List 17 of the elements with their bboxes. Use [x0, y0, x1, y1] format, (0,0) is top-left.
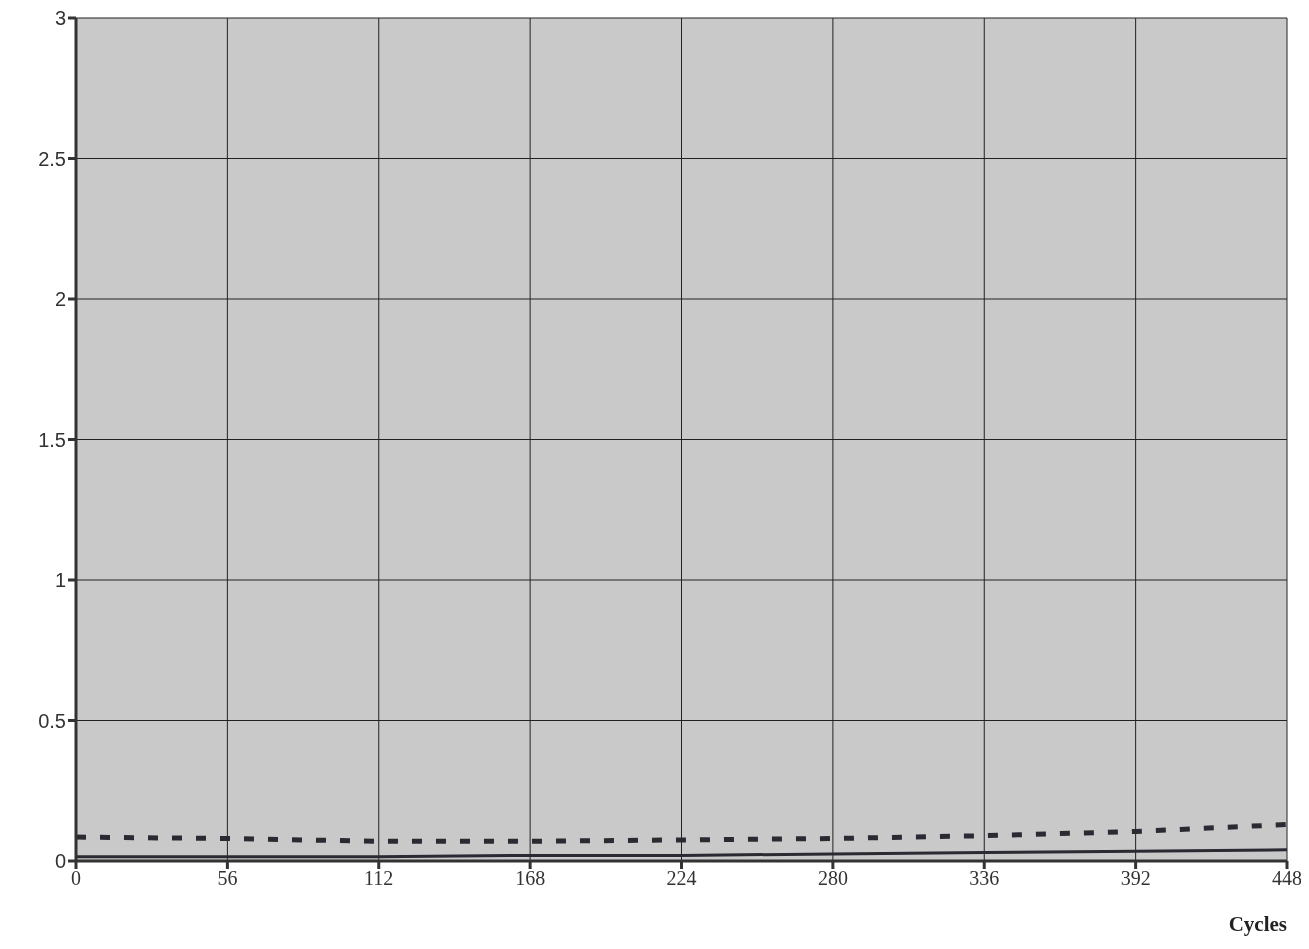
x-tick-label: 0: [71, 867, 81, 890]
y-tick-label: 0.5: [38, 709, 66, 732]
x-tick-label: 280: [817, 867, 848, 890]
x-tick-label: 112: [364, 867, 394, 890]
x-tick-label: 56: [217, 867, 238, 890]
y-tick-label: 0: [54, 850, 66, 873]
y-tick-label: 1: [54, 569, 66, 592]
y-tick-label: 2.5: [38, 147, 66, 170]
x-tick-label: 168: [515, 867, 546, 890]
y-tick-label: 1.5: [38, 428, 66, 451]
x-tick-label: 336: [969, 867, 1000, 890]
x-tick-label: 448: [1272, 867, 1302, 890]
x-axis-title: Cycles: [1228, 912, 1287, 936]
x-tick-label: 392: [1120, 867, 1151, 890]
y-tick-label: 2: [54, 288, 66, 311]
y-tick-label: 3: [54, 7, 66, 30]
x-tick-label: 224: [666, 867, 697, 890]
